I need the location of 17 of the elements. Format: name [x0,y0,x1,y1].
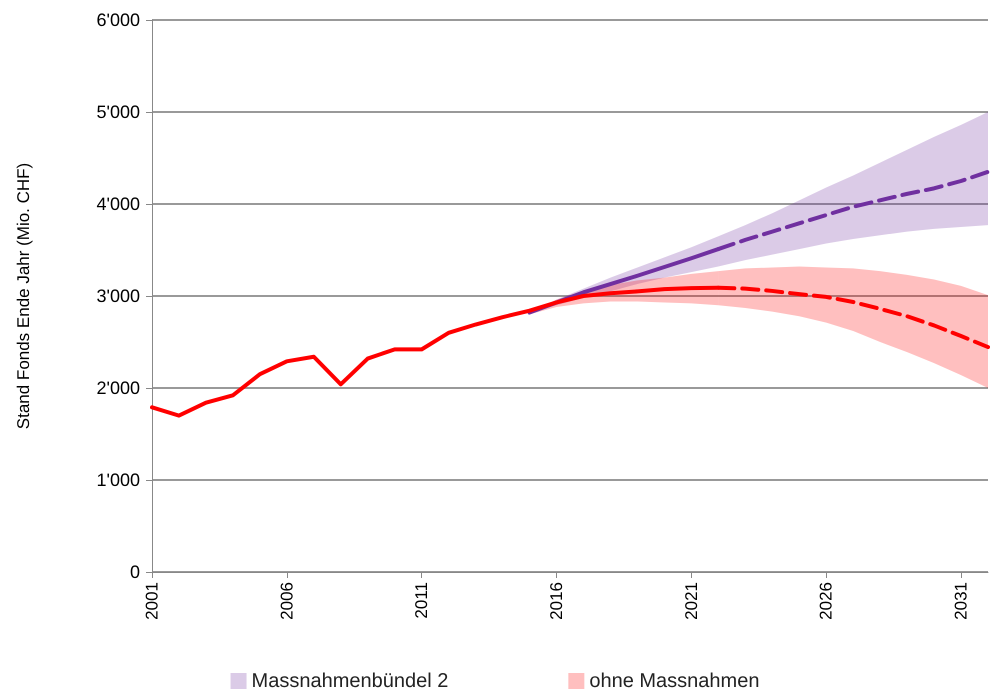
x-tick-label: 2021 [682,582,701,620]
y-tick-label: 5'000 [96,102,140,122]
x-tick-label: 2031 [952,582,971,620]
x-tick-label: 2011 [412,582,432,619]
y-tick-label: 3'000 [96,286,140,306]
y-axis-title: Stand Fonds Ende Jahr (Mio. CHF) [14,162,33,430]
y-tick-label: 2'000 [96,378,140,398]
x-tick-label: 2026 [816,582,836,620]
x-tick-label: 2001 [142,582,162,620]
y-tick-label: 6'000 [96,10,140,30]
y-tick-label: 1'000 [96,470,140,490]
y-tick-label: 4'000 [96,194,140,214]
x-tick-label: 2006 [277,582,296,620]
x-tick-label: 2016 [547,582,566,620]
y-tick-label: 0 [130,562,140,582]
legend-label: ohne Massnahmen [589,670,760,692]
legend-label: Massnahmenbündel 2 [252,670,448,692]
